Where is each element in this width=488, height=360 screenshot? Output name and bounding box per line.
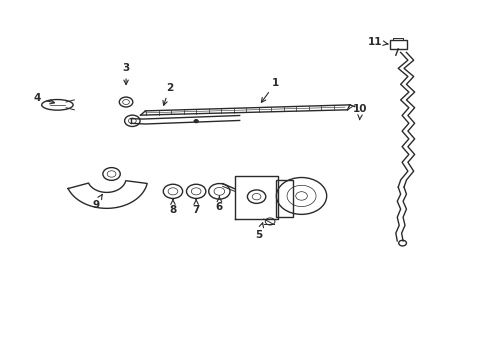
Text: 7: 7 xyxy=(192,199,200,215)
Text: 8: 8 xyxy=(169,199,176,215)
Text: 10: 10 xyxy=(352,104,367,120)
Text: 2: 2 xyxy=(163,83,173,105)
Text: 11: 11 xyxy=(367,37,387,47)
Text: 4: 4 xyxy=(34,94,54,104)
Text: 5: 5 xyxy=(255,223,263,240)
Text: 1: 1 xyxy=(261,77,279,102)
Text: 6: 6 xyxy=(215,196,223,212)
Bar xyxy=(275,180,292,217)
Bar xyxy=(389,40,406,49)
Text: 3: 3 xyxy=(122,63,129,85)
Text: 9: 9 xyxy=(92,194,102,210)
Circle shape xyxy=(194,120,198,123)
